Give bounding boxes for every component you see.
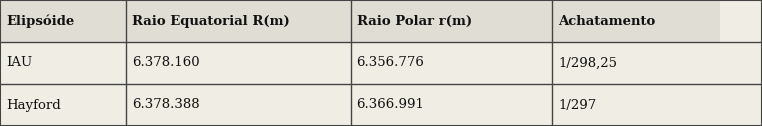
Bar xyxy=(0,0,126,42)
Text: 6.378.160: 6.378.160 xyxy=(132,56,200,70)
Text: 1/298,25: 1/298,25 xyxy=(559,56,617,70)
Text: 1/297: 1/297 xyxy=(559,99,597,112)
Text: IAU: IAU xyxy=(6,56,32,70)
Text: 6.366.991: 6.366.991 xyxy=(357,99,424,112)
Bar xyxy=(126,84,351,126)
Bar xyxy=(351,0,552,42)
Text: Achatamento: Achatamento xyxy=(559,14,656,27)
Bar xyxy=(552,42,720,84)
Bar xyxy=(552,84,720,126)
Text: Elipsóide: Elipsóide xyxy=(6,14,75,28)
Text: 6.378.388: 6.378.388 xyxy=(132,99,200,112)
Bar xyxy=(0,42,126,84)
Bar xyxy=(126,0,351,42)
Text: Raio Equatorial R(m): Raio Equatorial R(m) xyxy=(132,14,290,27)
Text: Hayford: Hayford xyxy=(6,99,61,112)
Bar xyxy=(126,42,351,84)
Text: Raio Polar r(m): Raio Polar r(m) xyxy=(357,14,472,27)
Bar xyxy=(351,84,552,126)
Text: 6.356.776: 6.356.776 xyxy=(357,56,424,70)
Bar xyxy=(552,0,720,42)
Bar xyxy=(0,84,126,126)
Bar xyxy=(351,42,552,84)
